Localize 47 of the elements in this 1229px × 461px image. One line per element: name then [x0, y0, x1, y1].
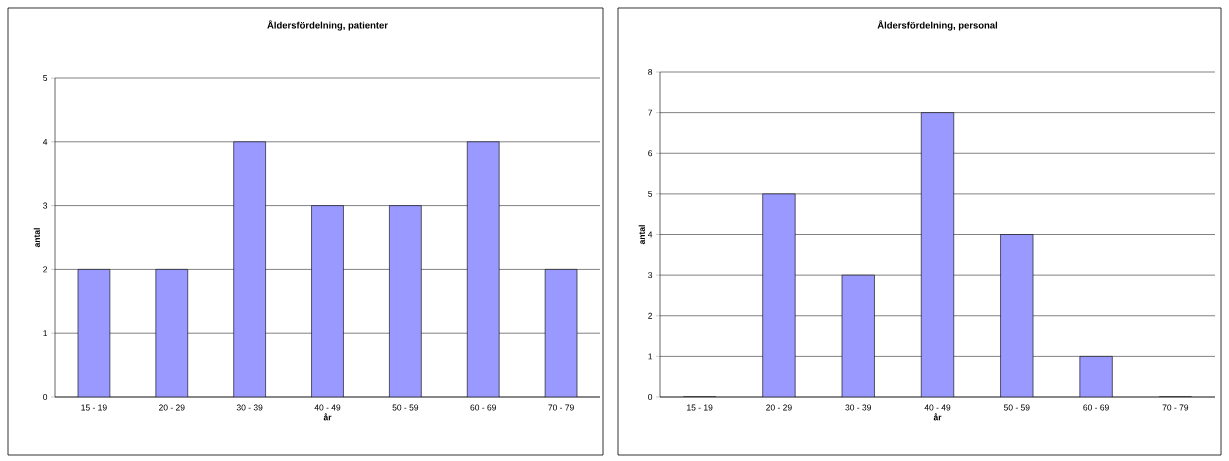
y-tick-label: 4	[647, 231, 653, 238]
x-tick-label: 70 - 79	[1162, 404, 1189, 411]
bar	[389, 205, 422, 397]
y-tick-label: 4	[42, 138, 48, 145]
x-tick-label: 70 - 79	[548, 404, 574, 411]
x-axis-title: år	[933, 413, 942, 421]
bar	[544, 269, 578, 397]
y-tick-label: 2	[648, 312, 653, 319]
bar	[1079, 356, 1113, 397]
y-tick-label: 5	[43, 75, 48, 81]
bar	[155, 269, 189, 397]
bar	[920, 112, 955, 397]
x-tick-label: 30 - 39	[236, 404, 263, 411]
x-tick-label: 50 - 59	[392, 404, 419, 411]
y-tick-label: 8	[648, 69, 653, 75]
chart-title: Åldersfördelning, patienter	[267, 20, 388, 31]
bar	[841, 274, 875, 397]
x-axis-title: år	[323, 413, 332, 421]
y-tick-label: 7	[648, 109, 653, 116]
x-tick-label: 40 - 49	[314, 404, 341, 411]
bar	[233, 141, 266, 397]
y-tick-label: 2	[43, 266, 48, 273]
y-axis-title: antal	[33, 228, 40, 248]
y-tick-label: 3	[648, 272, 653, 279]
bar	[311, 205, 344, 397]
x-tick-label: 60 - 69	[470, 404, 496, 411]
x-tick-label: 50 - 59	[1003, 404, 1030, 411]
y-tick-label: 0	[648, 394, 653, 400]
y-tick-label: 1	[43, 330, 48, 337]
y-tick-label: 6	[648, 150, 653, 157]
y-tick-label: 0	[43, 394, 48, 400]
x-tick-label: 15 - 19	[687, 404, 713, 411]
x-tick-label: 15 - 19	[81, 404, 107, 411]
bar	[762, 193, 796, 397]
y-tick-label: 1	[648, 353, 653, 360]
x-tick-label: 20 - 29	[766, 404, 792, 411]
x-tick-label: 60 - 69	[1083, 404, 1109, 411]
y-tick-label: 5	[648, 190, 653, 197]
x-tick-label: 40 - 49	[924, 404, 951, 411]
y-tick-label: 3	[43, 202, 48, 209]
x-tick-label: 20 - 29	[159, 404, 185, 411]
x-tick-label: 30 - 39	[845, 404, 871, 411]
chart-title: Åldersfördelning, personal	[877, 20, 998, 31]
bar	[466, 141, 500, 397]
y-axis-title: antal	[638, 225, 645, 245]
bar	[77, 269, 111, 397]
bar	[1000, 234, 1034, 397]
